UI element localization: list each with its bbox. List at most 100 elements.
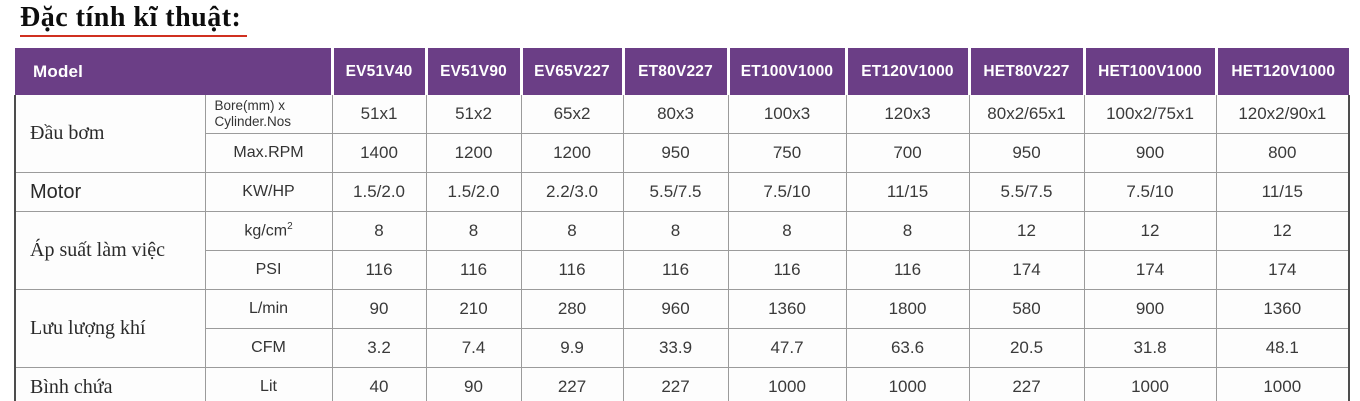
unit-cell: CFM (204, 328, 333, 368)
value-cell: 700 (845, 133, 970, 173)
value-cell: 100x2/75x1 (1083, 95, 1217, 134)
value-cell: 1800 (845, 289, 970, 329)
value-cell: 174 (1215, 250, 1351, 290)
model-header-et80v227: ET80V227 (621, 48, 729, 95)
value-cell: 48.1 (1215, 328, 1351, 368)
value-cell: 8 (845, 211, 970, 251)
unit-cell: KW/HP (204, 172, 333, 212)
value-cell: 950 (968, 133, 1085, 173)
table-row: Bình chứa Lit 40 90 227 227 1000 1000 227 1000 100… (14, 367, 1351, 401)
table-row: Áp suất làm việc kg/cm2 8 8 8 8 8 8 12 12 12 (14, 211, 1351, 290)
value-cell: 1000 (727, 367, 847, 401)
unit-cell: PSI (204, 250, 333, 290)
value-cell: 1360 (1215, 289, 1351, 329)
model-header-ev65v227: EV65V227 (519, 48, 624, 95)
table-header-row: Model EV51V40 EV51V90 EV65V227 ET80V227 ET10… (15, 48, 1350, 95)
value-cell: 227 (520, 367, 624, 401)
value-cell: 1000 (845, 367, 970, 401)
group-label-cell: Đầu bơm (14, 95, 206, 173)
value-cell: 116 (845, 250, 970, 290)
page-title: Đặc tính kĩ thuật: (20, 2, 248, 37)
value-cell: 174 (968, 250, 1085, 290)
group-label-cell: Lưu lượng khí (14, 289, 206, 368)
value-cell: 12 (1215, 211, 1351, 251)
value-cell: 31.8 (1083, 328, 1217, 368)
table-row: Lưu lượng khí L/min 90 210 280 960 1360 1800 580… (14, 289, 1351, 368)
value-cell: 120x2/90x1 (1215, 95, 1351, 134)
value-cell: 40 (331, 367, 427, 401)
unit-cell: Bore(mm) x Cylinder.Nos (204, 95, 333, 134)
value-cell: 116 (622, 250, 729, 290)
model-header-het120v1000: HET120V1000 (1214, 48, 1350, 95)
value-cell: 11/15 (1215, 172, 1351, 212)
value-cell: 120x3 (845, 95, 970, 134)
value-cell: 12 (968, 211, 1085, 251)
value-cell: 960 (622, 289, 729, 329)
value-cell: 47.7 (727, 328, 847, 368)
value-cell: 90 (331, 289, 427, 329)
value-cell: 1200 (425, 133, 522, 173)
value-cell: 227 (622, 367, 729, 401)
model-header-et100v1000: ET100V1000 (726, 48, 847, 95)
unit-cell: Lit (204, 367, 333, 401)
value-cell: 580 (968, 289, 1085, 329)
value-cell: 7.4 (425, 328, 522, 368)
value-cell: 280 (520, 289, 624, 329)
model-header-cell: Model (15, 48, 333, 95)
value-cell: 1.5/2.0 (425, 172, 522, 212)
value-cell: 11/15 (845, 172, 970, 212)
value-cell: 51x1 (331, 95, 427, 134)
value-cell: 900 (1083, 289, 1217, 329)
value-cell: 1.5/2.0 (331, 172, 427, 212)
value-cell: 33.9 (622, 328, 729, 368)
value-cell: 174 (1083, 250, 1217, 290)
value-cell: 800 (1215, 133, 1351, 173)
value-cell: 950 (622, 133, 729, 173)
value-cell: 100x3 (727, 95, 847, 134)
value-cell: 80x2/65x1 (968, 95, 1085, 134)
value-cell: 5.5/7.5 (968, 172, 1085, 212)
value-cell: 1200 (520, 133, 624, 173)
value-cell: 12 (1083, 211, 1217, 251)
table-row: Max.RPM 1400 1200 1200 950 750 700 950 900 800 (15, 133, 1351, 173)
value-cell: 116 (331, 250, 427, 290)
model-header-ev51v40: EV51V40 (330, 48, 427, 95)
table-row: Motor KW/HP 1.5/2.0 1.5/2.0 2.2/3.0 5.5/7.5 7.… (14, 172, 1351, 212)
value-cell: 8 (425, 211, 522, 251)
unit-cell: kg/cm2 (204, 211, 333, 251)
value-cell: 900 (1083, 133, 1217, 173)
value-cell: 7.5/10 (1083, 172, 1217, 212)
unit-cell: L/min (204, 289, 333, 329)
value-cell: 2.2/3.0 (520, 172, 624, 212)
table-row: PSI 116 116 116 116 116 116 174 174 174 (15, 250, 1351, 290)
value-cell: 65x2 (520, 95, 624, 134)
model-header-het80v227: HET80V227 (967, 48, 1085, 95)
value-cell: 5.5/7.5 (622, 172, 729, 212)
model-header-het100v1000: HET100V1000 (1082, 48, 1217, 95)
value-cell: 750 (727, 133, 847, 173)
value-cell: 1400 (331, 133, 427, 173)
value-cell: 63.6 (845, 328, 970, 368)
value-cell: 1000 (1215, 367, 1351, 401)
value-cell: 20.5 (968, 328, 1085, 368)
table-row: CFM 3.2 7.4 9.9 33.9 47.7 63.6 20.5 31.8 48.1 (15, 328, 1351, 368)
value-cell: 9.9 (520, 328, 624, 368)
group-label-cell: Áp suất làm việc (14, 211, 206, 290)
value-cell: 210 (425, 289, 522, 329)
table-body: Đầu bơm Bore(mm) x Cylinder.Nos 51x1 51x2 65… (14, 95, 1351, 401)
value-cell: 90 (425, 367, 522, 401)
value-cell: 116 (520, 250, 624, 290)
model-header-et120v1000: ET120V1000 (844, 48, 970, 95)
value-cell: 80x3 (622, 95, 729, 134)
value-cell: 3.2 (331, 328, 427, 368)
value-cell: 1000 (1083, 367, 1217, 401)
value-cell: 116 (727, 250, 847, 290)
model-header-ev51v90: EV51V90 (424, 48, 522, 95)
unit-cell: Max.RPM (204, 133, 333, 173)
spec-table: Model EV51V40 EV51V90 EV65V227 ET80V227 ET10… (14, 48, 1351, 401)
value-cell: 51x2 (425, 95, 522, 134)
value-cell: 8 (331, 211, 427, 251)
value-cell: 227 (968, 367, 1085, 401)
value-cell: 8 (727, 211, 847, 251)
